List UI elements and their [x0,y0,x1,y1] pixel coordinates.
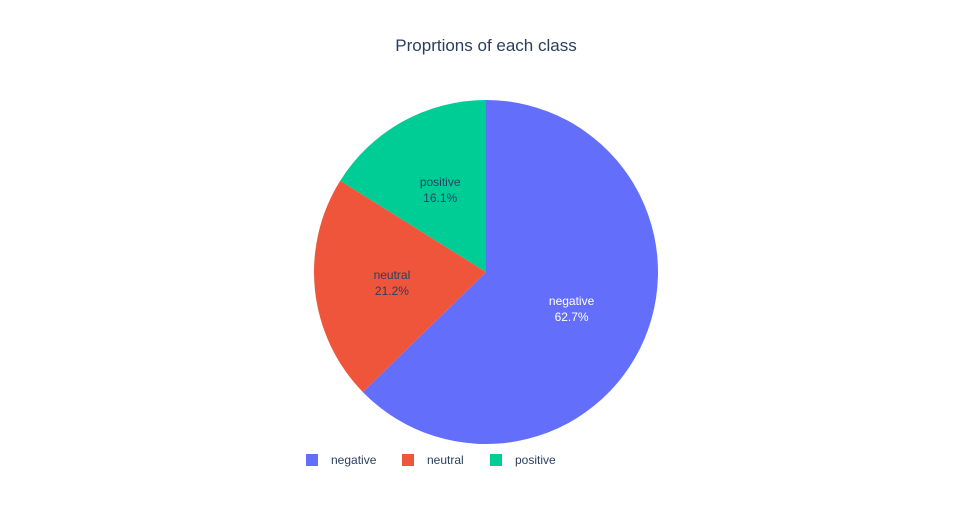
slice-label-positive: positive 16.1% [420,175,461,205]
pie-slice-positive[interactable] [340,99,486,272]
legend-label: neutral [427,453,464,467]
pie-slice-labels: negative 62.7% neutral 21.2% positive 16.1% [374,175,595,324]
slice-label-name: negative [549,294,595,308]
slice-label-percent: 16.1% [423,191,457,205]
legend-swatch [306,454,318,466]
slice-label-percent: 21.2% [375,284,409,298]
legend-label: positive [515,453,556,467]
pie-slices [313,99,658,444]
pie-slice-negative[interactable] [362,100,658,444]
pie-slice-neutral[interactable] [313,180,486,393]
legend-item-neutral[interactable]: neutral [402,453,464,467]
slice-label-percent: 62.7% [555,310,589,324]
legend[interactable]: negative neutral positive [306,453,556,467]
slice-label-name: neutral [374,268,411,282]
legend-swatch [402,454,414,466]
legend-swatch [490,454,502,466]
legend-item-positive[interactable]: positive [490,453,556,467]
chart-title: Proprtions of each class [395,36,576,55]
slice-label-name: positive [420,175,461,189]
legend-item-negative[interactable]: negative [306,453,377,467]
slice-label-neutral: neutral 21.2% [374,268,411,298]
legend-label: negative [331,453,377,467]
slice-label-negative: negative 62.7% [549,294,595,324]
